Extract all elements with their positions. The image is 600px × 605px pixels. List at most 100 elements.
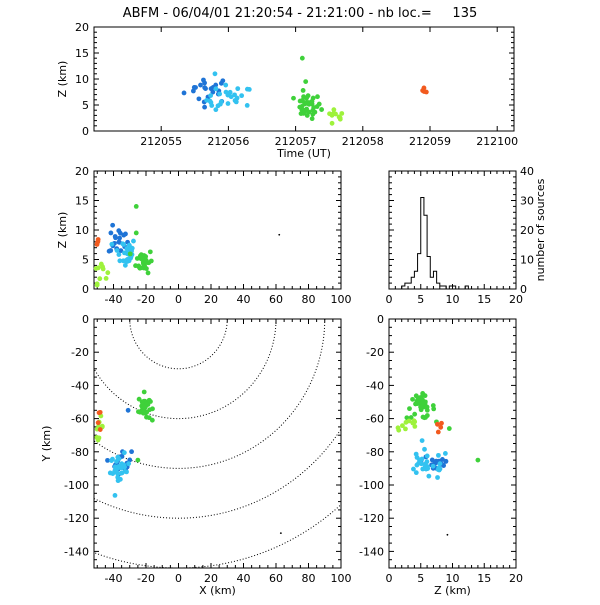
xz-point [134, 256, 140, 261]
time-height-point [191, 85, 197, 90]
time-height-xlabel: Time (UT) [276, 147, 331, 160]
xy-ytick-label: -100 [64, 479, 89, 492]
xz-point [117, 258, 123, 264]
xz-point [94, 282, 100, 288]
zy-point [436, 452, 441, 458]
xz-point [136, 264, 142, 270]
time-height-point [301, 94, 306, 100]
time-height-point [291, 95, 296, 101]
time-height-point [310, 95, 316, 101]
time-height-ylabel: Z (km) [56, 61, 69, 98]
xz-ytick-label: 20 [75, 165, 89, 178]
xz-point [116, 252, 122, 257]
xz-point [110, 222, 116, 228]
time-height-xtick-label: 212055 [140, 135, 182, 148]
zy-point [436, 465, 442, 471]
xy-xtick-label: 20 [204, 572, 218, 585]
time-height-point [213, 82, 219, 88]
xy-point [94, 435, 100, 440]
xy-point [136, 409, 141, 415]
zy-point [422, 446, 427, 452]
histogram-xtick-label: 15 [477, 293, 491, 306]
zy-point [413, 451, 419, 457]
range-ring [94, 428, 341, 519]
time-height-point [329, 120, 335, 126]
xy-frame [93, 318, 342, 569]
zy-point [412, 411, 418, 417]
xy-point [112, 464, 118, 470]
xz-points [93, 204, 281, 288]
time-height-ytick-label: 0 [82, 125, 89, 138]
zy-point [417, 457, 422, 463]
histogram-steps [401, 197, 472, 290]
zy-ytick-label: -80 [366, 446, 384, 459]
xz-point [147, 249, 153, 255]
xy-ytick-label: 0 [82, 313, 89, 326]
zy-ytick-label: -60 [366, 413, 384, 426]
time-height-point [310, 111, 316, 117]
zy-point [441, 463, 447, 468]
time-height-ytick-label: 5 [82, 99, 89, 112]
zy-ytick-label: 0 [377, 313, 384, 326]
xy-ytick-label: -40 [71, 379, 89, 392]
zy-point [439, 420, 444, 426]
zy-point [395, 425, 401, 431]
xz-point [131, 238, 136, 244]
time-height-point [223, 82, 229, 88]
time-height-point [329, 112, 335, 118]
xz-point [108, 248, 114, 253]
xz-xtick-label: 100 [331, 293, 352, 306]
time-height-point [303, 79, 309, 84]
zy-point [415, 396, 421, 401]
xz-point [117, 235, 122, 241]
time-height-point [213, 107, 219, 113]
time-height-ytick-label: 15 [75, 47, 89, 60]
histogram-ytick-label: 30 [520, 195, 534, 208]
xz-point [103, 275, 109, 281]
xz-point [143, 258, 149, 264]
time-height-point [234, 95, 240, 101]
time-height-point [233, 99, 239, 105]
time-height-point [331, 107, 337, 113]
xz-point [126, 242, 132, 248]
xz-point [116, 228, 122, 234]
time-height-point [299, 98, 305, 104]
xz-xtick-label: 80 [302, 293, 316, 306]
zy-point [430, 403, 436, 408]
time-height-xtick-label: 212059 [409, 135, 451, 148]
zy-ytick-label: -40 [366, 379, 384, 392]
xy-point [141, 410, 147, 416]
zy-xtick-label: 10 [446, 572, 460, 585]
time-height-point [213, 86, 219, 92]
xy-point [95, 420, 101, 426]
figure-title: ABFM - 06/04/01 21:20:54 - 21:21:00 - nb… [123, 6, 478, 21]
time-height-point [202, 104, 208, 110]
zy-point [403, 426, 408, 432]
xz-ytick-label: 10 [75, 224, 89, 237]
zy-point [412, 423, 418, 429]
xy-point [129, 449, 134, 455]
time-height-point [315, 94, 320, 100]
xz-point [120, 258, 126, 264]
xy-xtick-label: -20 [137, 572, 155, 585]
xz-point [116, 239, 122, 245]
xz-point [145, 270, 151, 276]
zy-point [419, 438, 425, 444]
time-height-xtick-label: 212057 [275, 135, 317, 148]
time-height-point [239, 93, 245, 99]
zy-point [424, 459, 430, 465]
histogram-ytick-label: 20 [520, 224, 534, 237]
xz-point [133, 230, 139, 236]
xy-point [113, 469, 119, 475]
xz-point [114, 248, 120, 253]
xy-xtick-label: -40 [105, 572, 123, 585]
time-height-point [311, 105, 317, 110]
zy-xtick-label: 20 [509, 572, 523, 585]
time-height-point [304, 99, 310, 105]
time-height-point [223, 89, 229, 95]
time-height-ytick-label: 20 [75, 21, 89, 34]
time-height-point [316, 101, 322, 107]
xy-xtick-label: 0 [175, 572, 182, 585]
time-height-point [309, 116, 315, 122]
